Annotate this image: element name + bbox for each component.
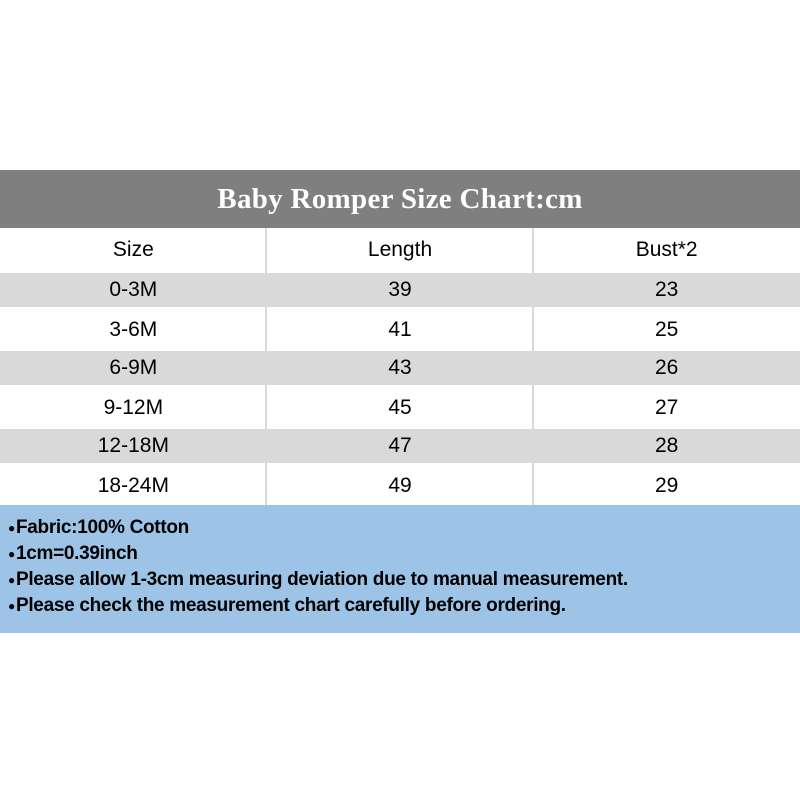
bullet-icon: ● <box>8 573 15 587</box>
column-header-size: Size <box>112 237 154 261</box>
top-whitespace <box>0 0 800 170</box>
size-cell: 9-12M <box>103 395 164 419</box>
table-row: 18-24M 49 29 <box>0 466 800 505</box>
note-line: ●Please allow 1-3cm measuring deviation … <box>8 567 792 593</box>
note-text: Fabric:100% Cotton <box>15 517 189 538</box>
bust-cell: 23 <box>533 273 800 307</box>
note-line: ●Fabric:100% Cotton <box>8 515 792 541</box>
table-header-row: Size Length Bust*2 <box>0 228 800 271</box>
length-cell: 43 <box>266 351 534 385</box>
size-cell: 6-9M <box>0 351 267 385</box>
bottom-whitespace <box>0 633 800 800</box>
bullet-icon: ● <box>8 599 15 613</box>
table-row: 9-12M 45 27 <box>0 388 800 427</box>
notes-panel: ●Fabric:100% Cotton ●1cm=0.39inch ●Pleas… <box>0 505 800 633</box>
bust-cell: 27 <box>655 395 679 419</box>
table-row: 6-9M 43 26 <box>0 349 800 388</box>
bust-cell: 28 <box>533 429 800 463</box>
column-header-length: Length <box>367 237 433 261</box>
size-table: Size Length Bust*2 0-3M 39 23 3-6M 41 25… <box>0 228 800 505</box>
bust-cell: 26 <box>533 351 800 385</box>
note-line: ●Please check the measurement chart care… <box>8 593 792 619</box>
bust-cell: 29 <box>655 473 679 497</box>
bust-cell: 25 <box>655 317 679 341</box>
size-cell: 18-24M <box>97 473 169 497</box>
length-cell: 49 <box>388 473 412 497</box>
size-cell: 3-6M <box>109 317 158 341</box>
note-text: Please check the measurement chart caref… <box>15 595 566 616</box>
length-cell: 39 <box>266 273 534 307</box>
length-cell: 41 <box>388 317 412 341</box>
note-text: Please allow 1-3cm measuring deviation d… <box>15 569 628 590</box>
table-row: 0-3M 39 23 <box>0 271 800 310</box>
size-cell: 12-18M <box>0 429 267 463</box>
note-line: ●1cm=0.39inch <box>8 541 792 567</box>
page-title: Baby Romper Size Chart:cm <box>217 182 583 215</box>
size-cell: 0-3M <box>0 273 267 307</box>
table-row: 3-6M 41 25 <box>0 310 800 349</box>
length-cell: 47 <box>266 429 534 463</box>
table-row: 12-18M 47 28 <box>0 427 800 466</box>
length-cell: 45 <box>388 395 412 419</box>
column-header-bust: Bust*2 <box>635 237 698 261</box>
title-bar: Baby Romper Size Chart:cm <box>0 170 800 228</box>
bullet-icon: ● <box>8 521 15 535</box>
note-text: 1cm=0.39inch <box>15 543 138 564</box>
bullet-icon: ● <box>8 547 15 561</box>
